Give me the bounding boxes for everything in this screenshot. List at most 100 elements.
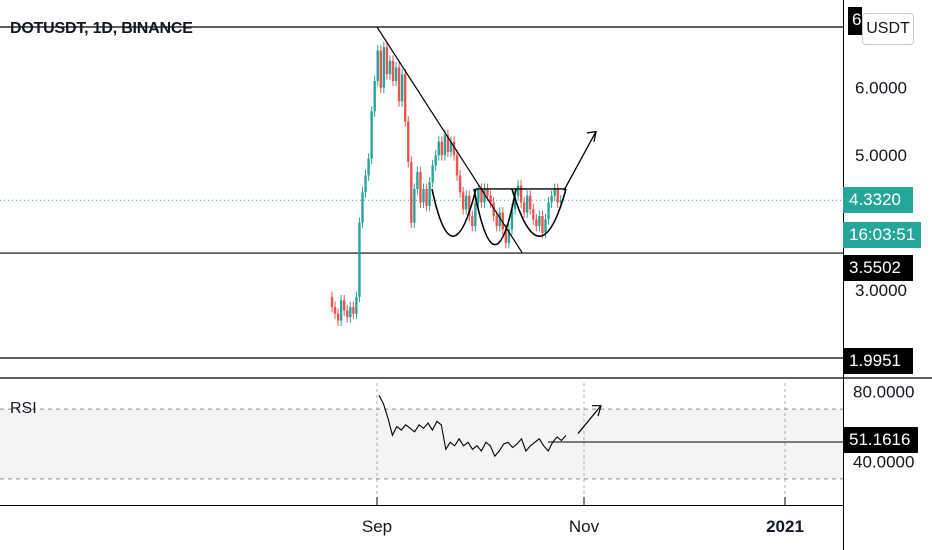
price-axis-tick-label: 5.0000 [855, 146, 907, 165]
candle-body [355, 296, 358, 314]
candle-body [330, 296, 334, 308]
candle-body [443, 134, 447, 156]
support-price-tag: 3.5502 [843, 255, 913, 281]
candle-body [455, 155, 459, 176]
candle-body [373, 80, 376, 112]
candle-body [410, 161, 413, 223]
candle-body [336, 313, 340, 321]
rsi-line [378, 394, 567, 458]
candle-body [333, 307, 337, 314]
candle-body [343, 300, 346, 311]
rsi-band [0, 409, 843, 479]
candle-body [550, 195, 553, 203]
candle-body [541, 215, 544, 233]
candle-body [449, 141, 453, 152]
candle-body [474, 202, 477, 227]
candle-body [425, 188, 428, 206]
breakout-arrow [563, 131, 597, 191]
candle-body [391, 60, 395, 81]
candle-body [483, 188, 486, 203]
candle-body [394, 67, 398, 81]
candle-body [489, 195, 492, 203]
breakout-arrow-head [586, 130, 597, 142]
candle-body [440, 141, 443, 156]
candle-body [437, 141, 440, 156]
rsi-value-tag: 51.1616 [843, 427, 918, 453]
top-price-tag: 6 [848, 7, 862, 35]
candle-body [361, 192, 364, 223]
candle-body [376, 50, 379, 81]
candle-body [364, 175, 367, 193]
time-axis-label: 2021 [766, 517, 804, 536]
candle-body [400, 74, 404, 102]
candle-body [513, 195, 517, 210]
candle-body [553, 188, 556, 196]
rsi-arrow-head [592, 405, 602, 417]
candle-body [544, 219, 547, 233]
candle-body [431, 165, 434, 183]
candle-body [446, 134, 450, 152]
candle-body [526, 195, 529, 213]
candle-body [458, 175, 462, 193]
candle-body [385, 47, 389, 75]
candle-body [404, 74, 407, 122]
candle-body [416, 172, 419, 189]
candle-body [559, 200, 562, 203]
candle-body [468, 195, 471, 216]
candle-body [370, 111, 373, 159]
candle-body [510, 209, 514, 230]
candle-body [434, 155, 437, 166]
candle-body [428, 182, 431, 206]
descending-trendline [376, 26, 523, 253]
candle-body [480, 188, 483, 203]
candle-body [507, 229, 511, 243]
candle-body [501, 212, 504, 230]
candle-body [535, 219, 538, 227]
candle-body [486, 188, 489, 196]
candle-body [358, 222, 361, 297]
rsi-arrow [577, 405, 602, 434]
candle-body [516, 185, 520, 196]
rsi-axis-tick-label: 80.0000 [853, 383, 914, 402]
candle-body [397, 67, 401, 102]
candle-body [519, 185, 523, 203]
candle-body [556, 188, 559, 203]
candle-body [352, 307, 355, 314]
head-curve [473, 188, 517, 246]
candle-body [465, 195, 468, 210]
current-price-tag: 4.3320 [843, 187, 913, 213]
candle-body [461, 192, 465, 210]
candle-body [504, 229, 508, 243]
candle-body [407, 121, 410, 162]
rsi-axis-tick-label: 40.0000 [853, 452, 914, 471]
candle-body [522, 202, 526, 213]
candle-body [379, 50, 382, 88]
candle-body [349, 307, 352, 318]
price-axis-tick-label: 3.0000 [855, 281, 907, 300]
candle-body [346, 310, 349, 318]
candle-body [495, 215, 498, 227]
left-shoulder-curve [431, 188, 477, 237]
candle-body [498, 212, 501, 227]
currency-button[interactable]: USDT [862, 13, 914, 45]
right-shoulder-curve [511, 188, 567, 237]
candle-body [413, 188, 416, 223]
price-axis-tick-label: 6.0000 [855, 79, 907, 98]
candle-body [339, 300, 343, 321]
bottom-price-tag: 1.9951 [843, 348, 913, 374]
candle-body [538, 215, 541, 227]
candle-body [382, 47, 386, 88]
countdown-tag: 16:03:51 [843, 222, 921, 248]
time-axis-label: Sep [362, 517, 392, 536]
candle-body [532, 209, 535, 220]
candle-body [367, 158, 370, 176]
candle-body [529, 195, 532, 210]
rsi-label: RSI [10, 400, 37, 417]
candle-body [419, 172, 422, 203]
candle-body [452, 141, 456, 156]
candle-body [547, 202, 550, 220]
candle-body [422, 188, 425, 203]
candle-body [471, 215, 474, 227]
time-axis-label: Nov [569, 517, 600, 536]
